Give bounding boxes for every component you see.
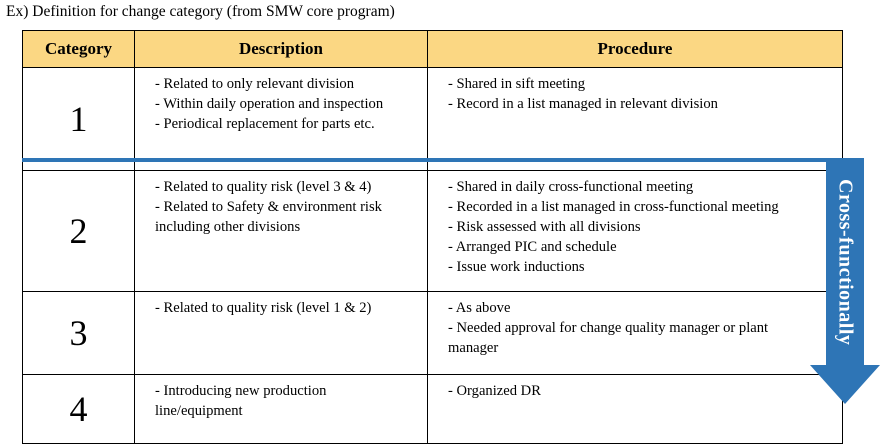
category-number: 4: [22, 374, 135, 444]
description-line: - Related to Safety & environment risk: [155, 199, 382, 215]
procedure-line: - Issue work inductions: [448, 259, 585, 275]
table-row: 1 - Related to only relevant division - …: [22, 67, 843, 171]
header-description: Description: [134, 30, 428, 68]
procedure-line: - Recorded in a list managed in cross-fu…: [448, 199, 779, 215]
procedure-line: - Risk assessed with all divisions: [448, 219, 641, 235]
table-row: 2 - Related to quality risk (level 3 & 4…: [22, 170, 843, 292]
procedure-line: - Record in a list managed in relevant d…: [448, 96, 718, 112]
description-line: line/equipment: [155, 403, 243, 419]
procedure-cell: - Shared in sift meeting - Record in a l…: [427, 67, 843, 171]
description-line: - Within daily operation and inspection: [155, 96, 384, 112]
description-line: - Related to only relevant division: [155, 76, 354, 92]
header-procedure: Procedure: [427, 30, 843, 68]
description-cell: - Related to quality risk (level 3 & 4) …: [134, 170, 428, 292]
description-line: - Periodical replacement for parts etc.: [155, 116, 375, 132]
procedure-cell: - Organized DR: [427, 374, 843, 444]
escalation-divider-line: [22, 158, 860, 162]
change-category-table: Category Description Procedure 1 - Relat…: [22, 30, 843, 444]
description-cell: - Related to quality risk (level 1 & 2): [134, 291, 428, 375]
description-cell: - Introducing new production line/equipm…: [134, 374, 428, 444]
category-number: 1: [22, 67, 135, 171]
procedure-line: - Arranged PIC and schedule: [448, 239, 617, 255]
procedure-cell: - As above - Needed approval for change …: [427, 291, 843, 375]
procedure-line: - Needed approval for change quality man…: [448, 320, 769, 336]
down-arrow-icon: [810, 158, 880, 404]
category-number: 2: [22, 170, 135, 292]
cross-functionally-label: Cross-functionally: [826, 162, 864, 362]
table-row: 4 - Introducing new production line/equi…: [22, 374, 843, 444]
description-line: - Introducing new production: [155, 383, 327, 399]
procedure-line: - Shared in sift meeting: [448, 76, 585, 92]
procedure-line: manager: [448, 340, 499, 356]
description-line: - Related to quality risk (level 3 & 4): [155, 179, 372, 195]
description-cell: - Related to only relevant division - Wi…: [134, 67, 428, 171]
table-row: 3 - Related to quality risk (level 1 & 2…: [22, 291, 843, 375]
category-number: 3: [22, 291, 135, 375]
header-category: Category: [22, 30, 135, 68]
document-caption: Ex) Definition for change category (from…: [6, 3, 395, 20]
description-line: - Related to quality risk (level 1 & 2): [155, 300, 372, 316]
procedure-line: - As above: [448, 300, 511, 316]
arrow-label-text: Cross-functionally: [834, 178, 857, 346]
procedure-line: - Organized DR: [448, 383, 541, 399]
table-header-row: Category Description Procedure: [22, 30, 843, 68]
procedure-cell: - Shared in daily cross-functional meeti…: [427, 170, 843, 292]
description-line: including other divisions: [155, 219, 301, 235]
procedure-line: - Shared in daily cross-functional meeti…: [448, 179, 694, 195]
